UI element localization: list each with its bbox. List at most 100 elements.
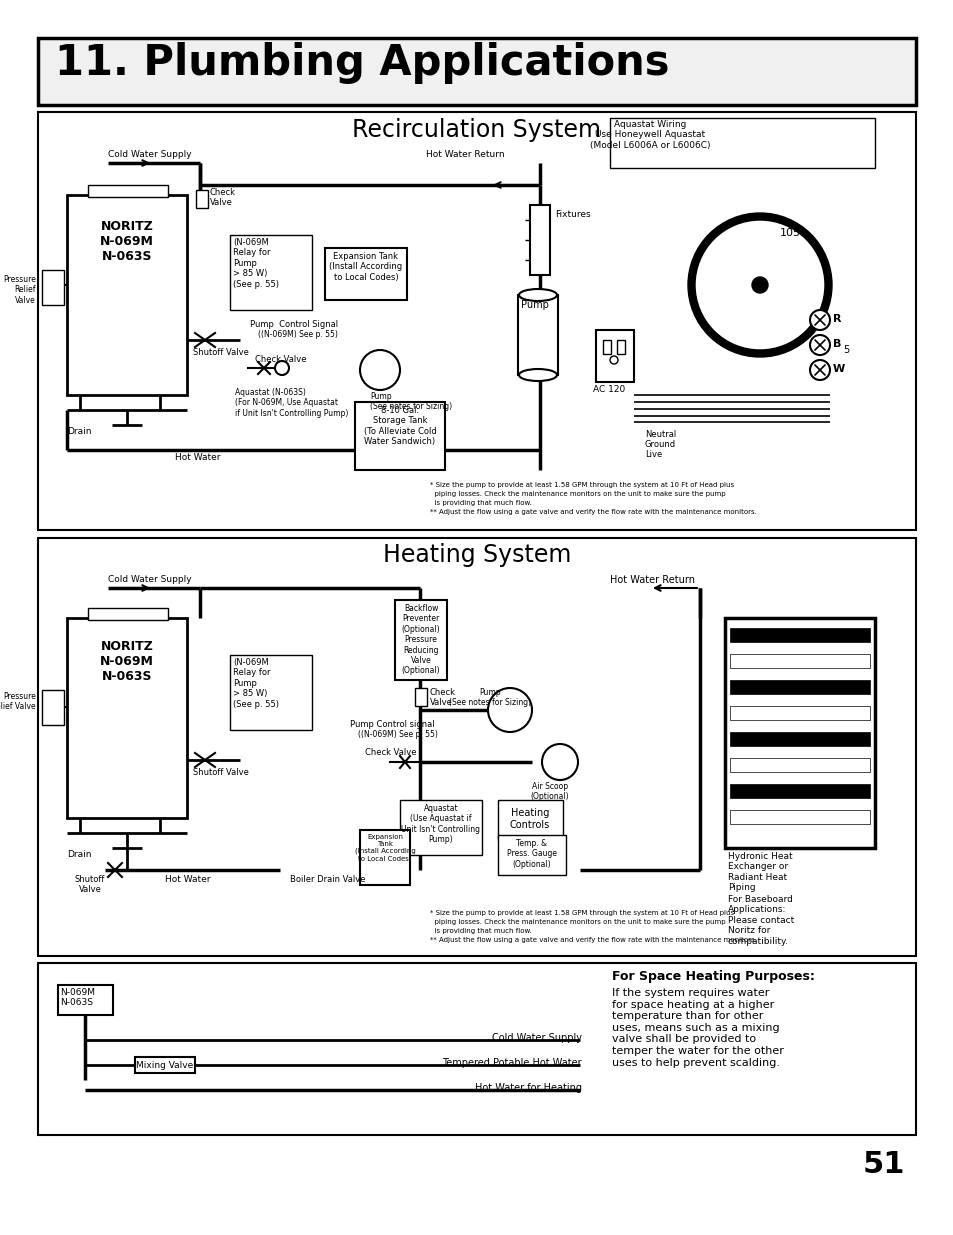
- Text: is providing that much flow.: is providing that much flow.: [430, 927, 532, 934]
- Text: Shutoff Valve: Shutoff Valve: [193, 768, 249, 777]
- Text: Check Valve: Check Valve: [254, 354, 306, 364]
- Text: Check
Valve: Check Valve: [210, 188, 235, 207]
- Ellipse shape: [518, 289, 557, 301]
- Text: ** Adjust the flow using a gate valve and verify the flow rate with the maintena: ** Adjust the flow using a gate valve an…: [430, 937, 756, 944]
- Text: * Size the pump to provide at least 1.58 GPM through the system at 10 Ft of Head: * Size the pump to provide at least 1.58…: [430, 910, 734, 916]
- Text: Shutoff Valve: Shutoff Valve: [193, 348, 249, 357]
- Text: Backflow
Preventer
(Optional)
Pressure
Reducing
Valve
(Optional): Backflow Preventer (Optional) Pressure R…: [401, 604, 440, 676]
- Bar: [729, 732, 869, 746]
- Text: If the system requires water
for space heating at a higher
temperature than for : If the system requires water for space h…: [612, 988, 783, 1067]
- Bar: [530, 205, 550, 275]
- Text: Expansion
Tank
(Install According
to Local Codes): Expansion Tank (Install According to Loc…: [355, 834, 415, 862]
- Text: (N-069M
Relay for
Pump
> 85 W)
(See p. 55): (N-069M Relay for Pump > 85 W) (See p. 5…: [233, 238, 278, 289]
- Text: Neutral: Neutral: [644, 430, 676, 438]
- Bar: [359, 830, 410, 885]
- Text: Pressure
Relief Valve: Pressure Relief Valve: [0, 692, 36, 711]
- Text: 51: 51: [862, 1150, 904, 1179]
- Text: Pump
(See notes for Sizing): Pump (See notes for Sizing): [370, 391, 452, 411]
- Text: Pump
(See notes for Sizing): Pump (See notes for Sizing): [449, 688, 531, 708]
- Text: Live: Live: [644, 450, 661, 459]
- Text: N-069M
N-063S: N-069M N-063S: [60, 988, 95, 1008]
- Bar: [38, 112, 915, 530]
- Text: Tempered Potable Hot Water: Tempered Potable Hot Water: [442, 1058, 581, 1068]
- Bar: [38, 538, 915, 956]
- Text: Pump Control signal: Pump Control signal: [350, 720, 435, 729]
- Circle shape: [809, 310, 829, 330]
- Bar: [67, 618, 187, 818]
- Bar: [729, 655, 869, 668]
- Bar: [195, 190, 208, 207]
- Text: Hydronic Heat
Exchanger or
Radiant Heat
Piping: Hydronic Heat Exchanger or Radiant Heat …: [727, 852, 792, 892]
- Text: NORITZ
N-069M
N-063S: NORITZ N-069M N-063S: [100, 220, 153, 263]
- Bar: [88, 185, 168, 198]
- Text: NORITZ
N-069M
N-063S: NORITZ N-069M N-063S: [100, 640, 153, 683]
- Text: Pump: Pump: [520, 300, 548, 310]
- Text: Recirculation System: Recirculation System: [352, 119, 601, 142]
- Circle shape: [359, 350, 399, 390]
- Text: Hot Water Return: Hot Water Return: [609, 576, 695, 585]
- Bar: [230, 655, 312, 730]
- Bar: [355, 403, 444, 471]
- Ellipse shape: [518, 369, 557, 382]
- Text: Check Valve: Check Valve: [365, 748, 416, 757]
- Text: Drain: Drain: [67, 427, 91, 436]
- Bar: [724, 618, 874, 848]
- Text: Aquastat Wiring
Use Honeywell Aquastat
(Model L6006A or L6006C): Aquastat Wiring Use Honeywell Aquastat (…: [589, 120, 709, 149]
- Text: Drain: Drain: [67, 850, 91, 860]
- Bar: [596, 330, 634, 382]
- Bar: [415, 688, 427, 706]
- Circle shape: [751, 277, 767, 293]
- Circle shape: [695, 220, 824, 350]
- Text: 105: 105: [780, 228, 801, 238]
- Circle shape: [809, 359, 829, 380]
- Bar: [602, 340, 610, 354]
- Text: (N-069M
Relay for
Pump
> 85 W)
(See p. 55): (N-069M Relay for Pump > 85 W) (See p. 5…: [233, 658, 278, 709]
- Text: R: R: [832, 314, 841, 324]
- Text: 5: 5: [842, 345, 848, 354]
- Text: Cold Water Supply: Cold Water Supply: [492, 1032, 581, 1044]
- Bar: [497, 835, 565, 876]
- Bar: [395, 600, 447, 680]
- Text: is providing that much flow.: is providing that much flow.: [430, 500, 532, 506]
- Bar: [42, 690, 64, 725]
- Circle shape: [809, 335, 829, 354]
- Text: Hot Water: Hot Water: [165, 876, 211, 884]
- Bar: [609, 119, 874, 168]
- Bar: [88, 608, 168, 620]
- Text: AC 120: AC 120: [593, 385, 624, 394]
- Text: ((N-069M) See p. 55): ((N-069M) See p. 55): [257, 330, 337, 338]
- Text: Hot Water: Hot Water: [174, 453, 220, 462]
- Text: piping losses. Check the maintenance monitors on the unit to make sure the pump: piping losses. Check the maintenance mon…: [430, 919, 725, 925]
- Circle shape: [609, 356, 618, 364]
- Text: Pressure
Relief
Valve: Pressure Relief Valve: [3, 275, 36, 305]
- Text: Check
Valve: Check Valve: [430, 688, 456, 708]
- Bar: [230, 235, 312, 310]
- Bar: [67, 195, 187, 395]
- Text: 8-10 Gal.
Storage Tank
(To Alleviate Cold
Water Sandwich): 8-10 Gal. Storage Tank (To Alleviate Col…: [363, 406, 436, 446]
- Bar: [729, 784, 869, 798]
- Text: Boiler Drain Valve: Boiler Drain Valve: [290, 876, 365, 884]
- Text: Hot Water Return: Hot Water Return: [426, 149, 504, 159]
- Text: Cold Water Supply: Cold Water Supply: [108, 149, 192, 159]
- Bar: [729, 758, 869, 772]
- Bar: [517, 295, 558, 375]
- Bar: [617, 340, 624, 354]
- Text: W: W: [832, 364, 844, 374]
- Bar: [729, 680, 869, 694]
- Circle shape: [541, 743, 578, 781]
- Bar: [325, 248, 407, 300]
- Circle shape: [687, 212, 831, 357]
- Text: Aquastat
(Use Aquastat if
Unit Isn't Controlling
Pump): Aquastat (Use Aquastat if Unit Isn't Con…: [401, 804, 480, 845]
- Bar: [729, 629, 869, 642]
- Text: 11. Plumbing Applications: 11. Plumbing Applications: [55, 42, 669, 84]
- Bar: [497, 800, 562, 840]
- Text: For Space Heating Purposes:: For Space Heating Purposes:: [612, 969, 814, 983]
- Bar: [42, 270, 64, 305]
- Bar: [729, 706, 869, 720]
- Bar: [38, 963, 915, 1135]
- Text: For Baseboard
Applications:
Please contact
Noritz for
compatibility.: For Baseboard Applications: Please conta…: [727, 895, 794, 946]
- Text: Heating
Controls: Heating Controls: [509, 808, 550, 830]
- Circle shape: [488, 688, 532, 732]
- Text: Air Scoop
(Optional): Air Scoop (Optional): [530, 782, 569, 802]
- Text: Cold Water Supply: Cold Water Supply: [108, 576, 192, 584]
